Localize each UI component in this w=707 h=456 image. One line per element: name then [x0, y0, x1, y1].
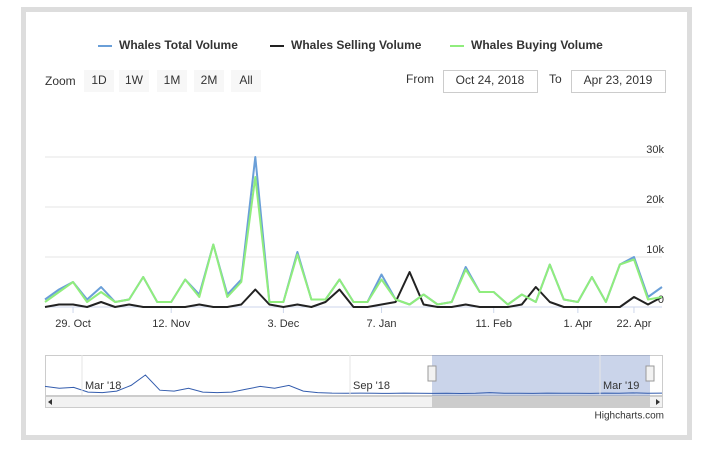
zoom-button[interactable]	[119, 70, 149, 92]
navigator-label: Sep '18	[353, 380, 390, 392]
zoom-button-label[interactable]: All	[239, 73, 252, 87]
x-tick-label: 22. Apr	[617, 318, 652, 330]
y-tick-label: 10k	[646, 244, 664, 256]
x-tick-label: 7. Jan	[367, 318, 397, 330]
navigator-selection[interactable]	[432, 355, 650, 396]
from-value[interactable]: Oct 24, 2018	[456, 73, 525, 87]
navigator-label: Mar '19	[603, 380, 639, 392]
zoom-button[interactable]	[231, 70, 261, 92]
to-value[interactable]: Apr 23, 2019	[584, 73, 653, 87]
x-tick-label: 1. Apr	[563, 318, 592, 330]
zoom-button-label[interactable]: 2M	[201, 73, 218, 87]
series-line	[44, 271, 663, 308]
x-tick-label: 11. Feb	[475, 318, 512, 330]
y-tick-label: 30k	[646, 144, 664, 156]
x-tick-label: 12. Nov	[152, 318, 190, 330]
scrollbar[interactable]	[45, 396, 663, 408]
zoom-button-label[interactable]: 1D	[91, 73, 107, 87]
zoom-label: Zoom	[45, 74, 76, 88]
from-input[interactable]	[443, 70, 538, 93]
series-line	[44, 176, 663, 306]
y-tick-label: 20k	[646, 194, 664, 206]
legend-label[interactable]: Whales Selling Volume	[291, 38, 422, 52]
from-label: From	[406, 72, 434, 86]
legend-label[interactable]: Whales Buying Volume	[471, 38, 603, 52]
x-tick-label: 3. Dec	[267, 318, 299, 330]
zoom-button-label[interactable]: 1W	[125, 73, 144, 87]
to-label: To	[549, 72, 562, 86]
navigator-line	[44, 374, 663, 395]
y-tick-label: 0	[658, 294, 664, 306]
zoom-button[interactable]	[157, 70, 187, 92]
navigator-frame	[45, 355, 663, 396]
x-tick-label: 29. Oct	[55, 318, 90, 330]
scrollbar-thumb[interactable]	[432, 397, 650, 407]
credits[interactable]: Highcharts.com	[595, 411, 664, 422]
navigator-handle[interactable]	[427, 365, 437, 382]
legend-label[interactable]: Whales Total Volume	[119, 38, 238, 52]
zoom-button-label[interactable]: 1M	[164, 73, 181, 87]
navigator-label: Mar '18	[85, 380, 121, 392]
zoom-button[interactable]	[84, 70, 114, 92]
navigator-handle[interactable]	[645, 365, 655, 382]
to-input[interactable]	[571, 70, 666, 93]
zoom-button[interactable]	[194, 70, 224, 92]
